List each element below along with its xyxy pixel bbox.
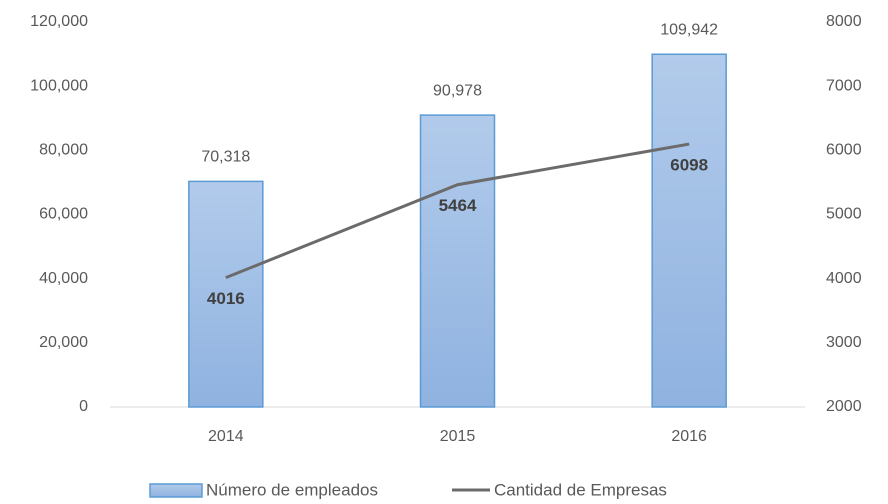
data-label: 109,942 [660,21,718,38]
data-label: 5464 [439,196,477,215]
y-tick-label: 60,000 [39,206,88,223]
legend-swatch [149,483,203,498]
legend-label: Cantidad de Empresas [494,480,667,499]
y-tick-label: 40,000 [39,270,88,287]
y-tick-label: 80,000 [39,142,88,159]
x-tick-label: 2014 [208,428,244,445]
line [225,142,690,280]
y-tick-label: 100,000 [30,77,88,94]
bar [651,53,727,408]
x-tick-label: 2016 [671,428,707,445]
data-label: 6098 [670,156,708,175]
y-tick-label: 0 [79,398,88,415]
y-tick-label: 120,000 [30,13,88,30]
data-label: 4016 [207,289,245,308]
y2-tick-label: 8000 [826,13,862,30]
y2-tick-label: 2000 [826,398,862,415]
y2-tick-label: 7000 [826,77,862,94]
bar [419,114,496,408]
data-label: 70,318 [201,149,250,166]
y2-tick-label: 3000 [826,334,862,351]
y2-tick-label: 6000 [826,142,862,159]
x-tick-label: 2015 [440,428,476,445]
legend-label: Número de empleados [206,480,378,499]
bar [188,180,264,408]
y-tick-label: 20,000 [39,334,88,351]
y2-tick-label: 4000 [826,270,862,287]
y2-tick-label: 5000 [826,206,862,223]
data-label: 90,978 [433,82,482,99]
